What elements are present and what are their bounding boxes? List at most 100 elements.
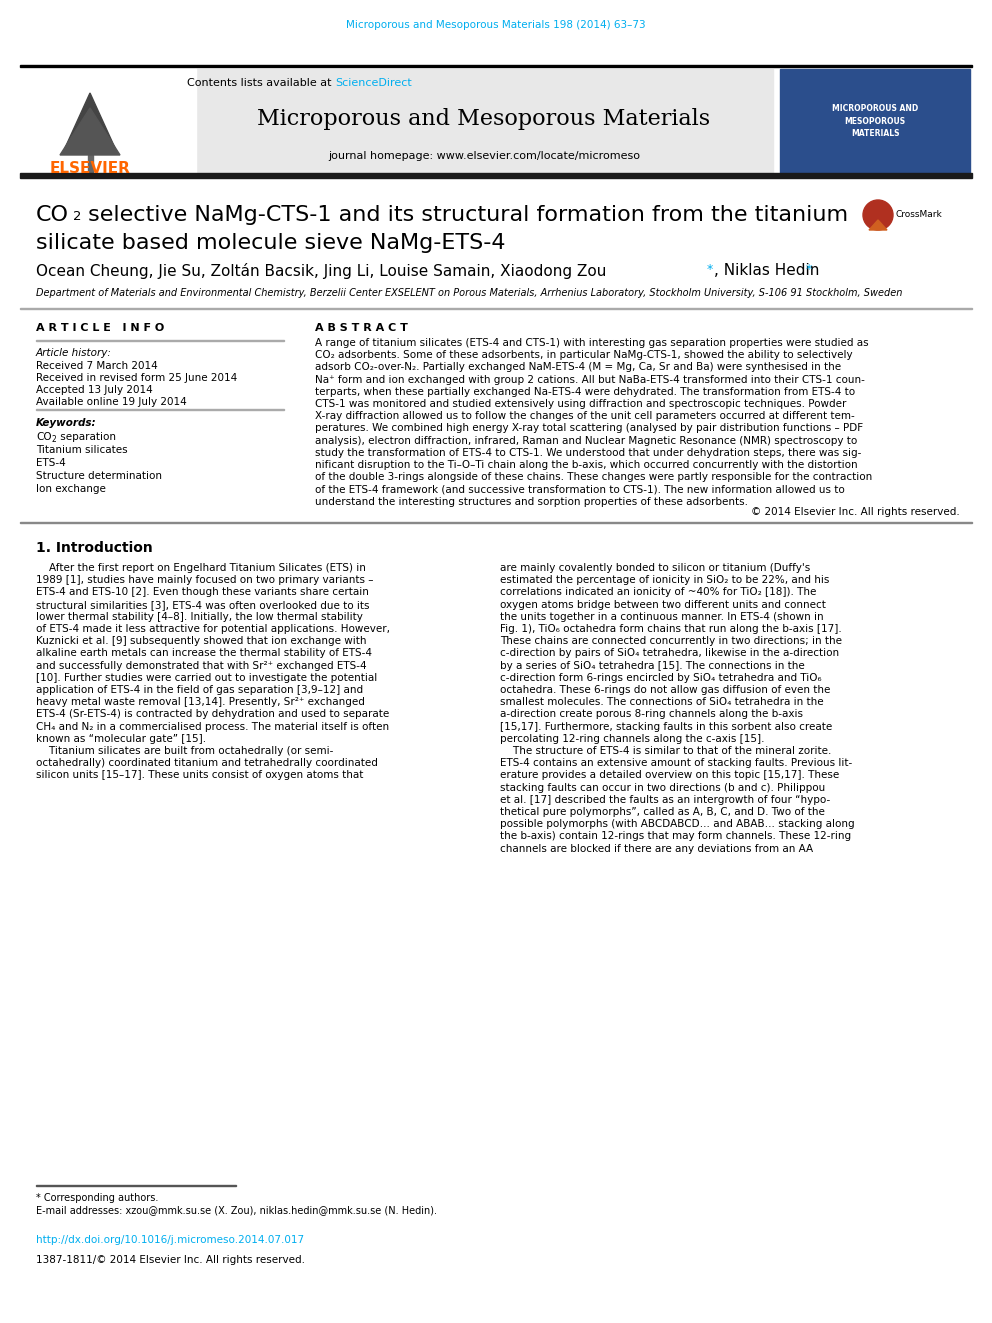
Text: * Corresponding authors.: * Corresponding authors. (36, 1193, 159, 1203)
Text: terparts, when these partially exchanged Na-ETS-4 were dehydrated. The transform: terparts, when these partially exchanged… (315, 386, 855, 397)
Text: Ocean Cheung, Jie Su, Zoltán Bacsik, Jing Li, Louise Samain, Xiaodong Zou: Ocean Cheung, Jie Su, Zoltán Bacsik, Jin… (36, 263, 606, 279)
Text: [10]. Further studies were carried out to investigate the potential: [10]. Further studies were carried out t… (36, 673, 377, 683)
Text: A range of titanium silicates (ETS-4 and CTS-1) with interesting gas separation : A range of titanium silicates (ETS-4 and… (315, 337, 869, 348)
Text: smallest molecules. The connections of SiO₄ tetrahedra in the: smallest molecules. The connections of S… (500, 697, 823, 708)
Text: the b-axis) contain 12-rings that may form channels. These 12-ring: the b-axis) contain 12-rings that may fo… (500, 831, 851, 841)
Circle shape (863, 200, 893, 230)
Text: understand the interesting structures and sorption properties of these adsorbent: understand the interesting structures an… (315, 496, 748, 507)
Text: E-mail addresses: xzou@mmk.su.se (X. Zou), niklas.hedin@mmk.su.se (N. Hedin).: E-mail addresses: xzou@mmk.su.se (X. Zou… (36, 1205, 437, 1215)
Text: ETS-4: ETS-4 (36, 458, 65, 468)
Text: Received in revised form 25 June 2014: Received in revised form 25 June 2014 (36, 373, 237, 382)
Text: separation: separation (57, 433, 116, 442)
Text: CH₄ and N₂ in a commercialised process. The material itself is often: CH₄ and N₂ in a commercialised process. … (36, 721, 389, 732)
Text: known as “molecular gate” [15].: known as “molecular gate” [15]. (36, 734, 206, 744)
Text: ETS-4 (Sr-ETS-4) is contracted by dehydration and used to separate: ETS-4 (Sr-ETS-4) is contracted by dehydr… (36, 709, 389, 720)
Text: Fig. 1), TiO₆ octahedra form chains that run along the b-axis [17].: Fig. 1), TiO₆ octahedra form chains that… (500, 624, 842, 634)
Text: of the ETS-4 framework (and successive transformation to CTS-1). The new informa: of the ETS-4 framework (and successive t… (315, 484, 845, 495)
Text: the units together in a continuous manner. In ETS-4 (shown in: the units together in a continuous manne… (500, 611, 823, 622)
Text: c-direction form 6-rings encircled by SiO₄ tetrahedra and TiO₆: c-direction form 6-rings encircled by Si… (500, 673, 821, 683)
Text: channels are blocked if there are any deviations from an AA: channels are blocked if there are any de… (500, 844, 813, 853)
Text: Microporous and Mesoporous Materials 198 (2014) 63–73: Microporous and Mesoporous Materials 198… (346, 20, 646, 30)
Text: 1387-1811/© 2014 Elsevier Inc. All rights reserved.: 1387-1811/© 2014 Elsevier Inc. All right… (36, 1256, 305, 1265)
Bar (88, 155, 93, 175)
Text: ETS-4 contains an extensive amount of stacking faults. Previous lit-: ETS-4 contains an extensive amount of st… (500, 758, 852, 769)
Text: CO₂ adsorbents. Some of these adsorbents, in particular NaMg-CTS-1, showed the a: CO₂ adsorbents. Some of these adsorbents… (315, 351, 853, 360)
Bar (20, 69, 196, 175)
Text: ETS-4 and ETS-10 [2]. Even though these variants share certain: ETS-4 and ETS-10 [2]. Even though these … (36, 587, 369, 598)
Text: © 2014 Elsevier Inc. All rights reserved.: © 2014 Elsevier Inc. All rights reserved… (751, 507, 960, 517)
Text: Titanium silicates: Titanium silicates (36, 445, 128, 455)
Text: nificant disruption to the Ti–O–Ti chain along the b-axis, which occurred concur: nificant disruption to the Ti–O–Ti chain… (315, 460, 858, 470)
Text: *: * (707, 263, 713, 277)
Text: correlations indicated an ionicity of ~40% for TiO₂ [18]). The: correlations indicated an ionicity of ~4… (500, 587, 816, 598)
Text: Article history:: Article history: (36, 348, 112, 359)
Text: [15,17]. Furthermore, stacking faults in this sorbent also create: [15,17]. Furthermore, stacking faults in… (500, 721, 832, 732)
Text: 1. Introduction: 1. Introduction (36, 541, 153, 556)
Text: application of ETS-4 in the field of gas separation [3,9–12] and: application of ETS-4 in the field of gas… (36, 685, 363, 695)
Text: Department of Materials and Environmental Chemistry, Berzelii Center EXSELENT on: Department of Materials and Environmenta… (36, 288, 903, 298)
Text: 1989 [1], studies have mainly focused on two primary variants –: 1989 [1], studies have mainly focused on… (36, 576, 374, 585)
Text: thetical pure polymorphs”, called as A, B, C, and D. Two of the: thetical pure polymorphs”, called as A, … (500, 807, 825, 818)
Text: CO: CO (36, 433, 52, 442)
Text: estimated the percentage of ionicity in SiO₂ to be 22%, and his: estimated the percentage of ionicity in … (500, 576, 829, 585)
Text: ScienceDirect: ScienceDirect (335, 78, 412, 89)
Text: octahedrally) coordinated titanium and tetrahedrally coordinated: octahedrally) coordinated titanium and t… (36, 758, 378, 769)
Text: CO: CO (36, 205, 69, 225)
Text: X-ray diffraction allowed us to follow the changes of the unit cell parameters o: X-ray diffraction allowed us to follow t… (315, 411, 855, 421)
Text: Ion exchange: Ion exchange (36, 484, 106, 493)
Text: The structure of ETS-4 is similar to that of the mineral zorite.: The structure of ETS-4 is similar to tha… (500, 746, 831, 755)
Text: oxygen atoms bridge between two different units and connect: oxygen atoms bridge between two differen… (500, 599, 826, 610)
Text: journal homepage: www.elsevier.com/locate/micromeso: journal homepage: www.elsevier.com/locat… (328, 151, 640, 161)
Text: 2: 2 (73, 210, 81, 224)
Text: alkaline earth metals can increase the thermal stability of ETS-4: alkaline earth metals can increase the t… (36, 648, 372, 659)
Text: selective NaMg-CTS-1 and its structural formation from the titanium: selective NaMg-CTS-1 and its structural … (81, 205, 848, 225)
Text: Kuznicki et al. [9] subsequently showed that ion exchange with: Kuznicki et al. [9] subsequently showed … (36, 636, 366, 646)
Text: http://dx.doi.org/10.1016/j.micromeso.2014.07.017: http://dx.doi.org/10.1016/j.micromeso.20… (36, 1234, 305, 1245)
Text: Accepted 13 July 2014: Accepted 13 July 2014 (36, 385, 153, 396)
Text: Contents lists available at: Contents lists available at (187, 78, 335, 89)
Text: Structure determination: Structure determination (36, 471, 162, 482)
Text: Received 7 March 2014: Received 7 March 2014 (36, 361, 158, 370)
Polygon shape (869, 220, 887, 230)
Text: peratures. We combined high energy X-ray total scattering (analysed by pair dist: peratures. We combined high energy X-ray… (315, 423, 863, 434)
Text: After the first report on Engelhard Titanium Silicates (ETS) in: After the first report on Engelhard Tita… (36, 564, 366, 573)
Text: CrossMark: CrossMark (896, 210, 942, 220)
Text: analysis), electron diffraction, infrared, Raman and Nuclear Magnetic Resonance : analysis), electron diffraction, infrare… (315, 435, 857, 446)
Text: Titanium silicates are built from octahedrally (or semi-: Titanium silicates are built from octahe… (36, 746, 333, 755)
Text: stacking faults can occur in two directions (b and c). Philippou: stacking faults can occur in two directi… (500, 783, 825, 792)
Text: are mainly covalently bonded to silicon or titanium (Duffy's: are mainly covalently bonded to silicon … (500, 564, 810, 573)
Text: A R T I C L E   I N F O: A R T I C L E I N F O (36, 323, 165, 333)
Text: percolating 12-ring channels along the c-axis [15].: percolating 12-ring channels along the c… (500, 734, 765, 744)
Polygon shape (65, 93, 115, 148)
Text: and successfully demonstrated that with Sr²⁺ exchanged ETS-4: and successfully demonstrated that with … (36, 660, 367, 671)
Text: possible polymorphs (with ABCDABCD… and ABAB… stacking along: possible polymorphs (with ABCDABCD… and … (500, 819, 855, 830)
Text: erature provides a detailed overview on this topic [15,17]. These: erature provides a detailed overview on … (500, 770, 839, 781)
Bar (195, 69, 773, 175)
Text: ELSEVIER: ELSEVIER (50, 161, 130, 176)
Text: by a series of SiO₄ tetrahedra [15]. The connections in the: by a series of SiO₄ tetrahedra [15]. The… (500, 660, 805, 671)
Text: Available online 19 July 2014: Available online 19 July 2014 (36, 397, 186, 407)
Text: Microporous and Mesoporous Materials: Microporous and Mesoporous Materials (258, 108, 710, 130)
Text: adsorb CO₂-over-N₂. Partially exchanged NaM-ETS-4 (M = Mg, Ca, Sr and Ba) were s: adsorb CO₂-over-N₂. Partially exchanged … (315, 363, 841, 372)
Text: silicon units [15–17]. These units consist of oxygen atoms that: silicon units [15–17]. These units consi… (36, 770, 363, 781)
Bar (20, 173, 972, 179)
Text: These chains are connected concurrently in two directions; in the: These chains are connected concurrently … (500, 636, 842, 646)
Text: c-direction by pairs of SiO₄ tetrahedra, likewise in the a-direction: c-direction by pairs of SiO₄ tetrahedra,… (500, 648, 839, 659)
Text: Na⁺ form and ion exchanged with group 2 cations. All but NaBa-ETS-4 transformed : Na⁺ form and ion exchanged with group 2 … (315, 374, 865, 385)
Bar (20, 65, 972, 67)
Text: of the double 3-rings alongside of these chains. These changes were partly respo: of the double 3-rings alongside of these… (315, 472, 872, 482)
Text: Keywords:: Keywords: (36, 418, 96, 429)
Text: A B S T R A C T: A B S T R A C T (315, 323, 408, 333)
Text: octahedra. These 6-rings do not allow gas diffusion of even the: octahedra. These 6-rings do not allow ga… (500, 685, 830, 695)
Text: , Niklas Hedin: , Niklas Hedin (714, 263, 819, 278)
Text: structural similarities [3], ETS-4 was often overlooked due to its: structural similarities [3], ETS-4 was o… (36, 599, 369, 610)
Text: 2: 2 (52, 435, 57, 445)
Text: heavy metal waste removal [13,14]. Presently, Sr²⁺ exchanged: heavy metal waste removal [13,14]. Prese… (36, 697, 365, 708)
Text: CTS-1 was monitored and studied extensively using diffraction and spectroscopic : CTS-1 was monitored and studied extensiv… (315, 400, 846, 409)
Text: silicate based molecule sieve NaMg-ETS-4: silicate based molecule sieve NaMg-ETS-4 (36, 233, 506, 253)
Polygon shape (60, 108, 120, 155)
Text: of ETS-4 made it less attractive for potential applications. However,: of ETS-4 made it less attractive for pot… (36, 624, 390, 634)
Text: lower thermal stability [4–8]. Initially, the low thermal stability: lower thermal stability [4–8]. Initially… (36, 611, 363, 622)
Text: et al. [17] described the faults as an intergrowth of four “hypo-: et al. [17] described the faults as an i… (500, 795, 830, 804)
Text: MICROPOROUS AND
MESOPOROUS
MATERIALS: MICROPOROUS AND MESOPOROUS MATERIALS (832, 105, 919, 138)
